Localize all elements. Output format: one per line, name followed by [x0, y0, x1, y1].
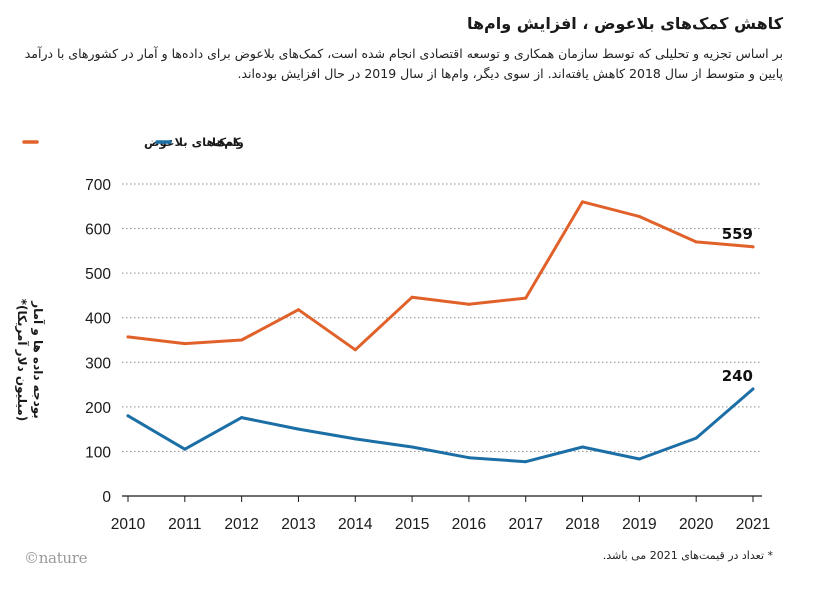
end-value-label-1: 240 [722, 367, 753, 385]
series-line-0 [126, 200, 755, 352]
data-point [353, 348, 357, 352]
y-tick-label: 0 [102, 489, 111, 506]
x-tick-label: 2016 [452, 516, 486, 533]
x-tick-label: 2011 [168, 516, 201, 533]
y-axis-ticks: 0 100 200 300 400 500 600 700 [85, 177, 111, 506]
data-point [751, 245, 755, 249]
data-point [410, 445, 414, 449]
y-tick-label: 200 [85, 400, 111, 417]
data-point [581, 200, 585, 204]
x-tick-label: 2010 [111, 516, 146, 533]
y-tick-label: 600 [85, 222, 111, 239]
data-point [126, 414, 130, 418]
y-axis-label-line2: (میلیون دلار آمریکا)* [14, 299, 30, 422]
y-tick-label: 700 [85, 177, 111, 194]
chart-subtitle: بر اساس تجزیه و تحلیلی که توسط سازمان هم… [24, 46, 783, 81]
data-point [581, 445, 585, 449]
footnote: * تعداد در قیمت‌های 2021 می باشد. [602, 549, 773, 562]
nature-logo: ©nature [24, 549, 88, 567]
x-tick-label: 2017 [508, 516, 542, 533]
data-point [694, 240, 698, 244]
x-tick-label: 2019 [622, 516, 656, 533]
x-tick-label: 2014 [338, 516, 373, 533]
y-tick-label: 100 [85, 444, 111, 461]
data-point [694, 436, 698, 440]
x-axis-ticks: 2010 2011 2012 2013 2014 2015 2016 2017 2018 2019… [111, 496, 770, 533]
x-tick-label: 2012 [224, 516, 258, 533]
data-point [126, 335, 130, 339]
series-line-1 [126, 387, 755, 464]
x-tick-label: 2018 [565, 516, 599, 533]
y-tick-label: 300 [85, 355, 111, 372]
legend-label-loans: وام‌ها [212, 135, 244, 150]
legend-label-grants: کمک‌های بلاعوض [144, 135, 241, 150]
data-point [637, 457, 641, 461]
data-point [751, 387, 755, 391]
data-point [240, 416, 244, 420]
data-point [183, 447, 187, 451]
data-point [183, 342, 187, 346]
data-point [410, 295, 414, 299]
y-axis-label-line1: بودجه داده ها و آمار [30, 300, 46, 419]
end-value-label-0: 559 [722, 225, 753, 243]
data-point [240, 338, 244, 342]
y-axis-label: بودجه داده ها و آمار(میلیون دلار آمریکا)… [14, 299, 46, 422]
data-point [524, 460, 528, 464]
data-point [467, 302, 471, 306]
data-point [296, 308, 300, 312]
data-point [637, 215, 641, 219]
data-point [353, 437, 357, 441]
end-labels: 559 240 [722, 225, 753, 385]
series-lines [126, 200, 755, 464]
chart-title: کاهش کمک‌های بلاعوض ، افزایش وام‌ها [466, 14, 783, 33]
x-tick-label: 2013 [281, 516, 315, 533]
x-tick-label: 2015 [395, 516, 429, 533]
data-point [467, 456, 471, 460]
data-point [524, 296, 528, 300]
x-tick-label: 2020 [679, 516, 714, 533]
y-tick-label: 500 [85, 266, 111, 283]
x-tick-label: 2021 [736, 516, 770, 533]
y-tick-label: 400 [85, 311, 111, 328]
data-point [296, 427, 300, 431]
